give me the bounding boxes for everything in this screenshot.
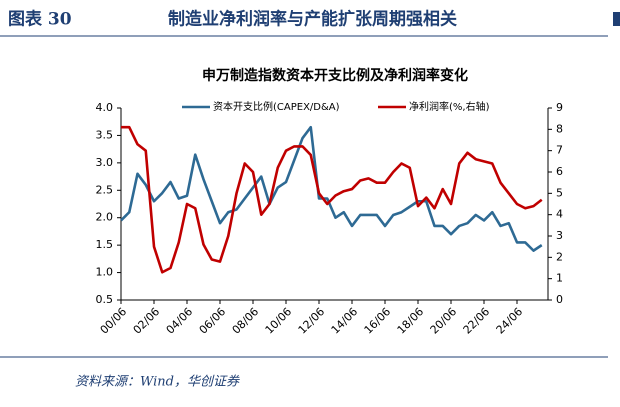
y2-tick-label: 5: [556, 186, 563, 199]
y2-tick-label: 4: [556, 208, 563, 221]
series-line: [121, 125, 543, 274]
y2-tick-label: 1: [556, 272, 563, 285]
y2-tick-label: 3: [556, 229, 563, 242]
y-tick-label: 3.5: [96, 128, 114, 141]
source: 资料来源：Wind，华创证券: [75, 375, 240, 390]
y-tick-label: 3.0: [96, 156, 114, 169]
figure-label: 图表 30: [8, 9, 72, 30]
x-tick-label: 00/06: [98, 305, 130, 337]
legend-label: 资本开支比例(CAPEX/D&A): [213, 100, 340, 113]
x-tick-label: 12/06: [296, 305, 328, 337]
y-tick-label: 2.0: [96, 211, 114, 224]
y-tick-label: 4.0: [96, 101, 114, 114]
x-tick-label: 04/06: [164, 305, 196, 337]
y2-tick-label: 6: [556, 165, 563, 178]
y2-tick-label: 9: [556, 101, 563, 114]
edge-fragment: [613, 12, 620, 26]
x-tick-label: 20/06: [428, 305, 460, 337]
x-tick-label: 16/06: [362, 305, 394, 337]
legend-label: 净利润率(%,右轴): [409, 100, 490, 113]
figure-title: 制造业净利润率与产能扩张周期强相关: [168, 9, 457, 30]
x-tick-label: 06/06: [197, 305, 229, 337]
y-tick-label: 1.0: [96, 266, 114, 279]
x-tick-label: 14/06: [329, 305, 361, 337]
y2-tick-label: 7: [556, 144, 563, 157]
y-tick-label: 1.5: [96, 238, 114, 251]
series-line: [120, 125, 543, 252]
y2-tick-label: 0: [556, 293, 563, 306]
y-tick-label: 2.5: [96, 183, 114, 196]
x-tick-label: 18/06: [395, 305, 427, 337]
chart-title: 申万制造指数资本开支比例及净利润率变化: [202, 67, 468, 84]
x-tick-label: 22/06: [461, 305, 493, 337]
x-tick-label: 08/06: [230, 305, 262, 337]
x-tick-label: 02/06: [131, 305, 163, 337]
y-tick-label: 0.5: [96, 293, 114, 306]
x-tick-label: 24/06: [494, 305, 526, 337]
y2-tick-label: 2: [556, 250, 563, 263]
x-tick-label: 10/06: [263, 305, 295, 337]
y2-tick-label: 8: [556, 122, 563, 135]
